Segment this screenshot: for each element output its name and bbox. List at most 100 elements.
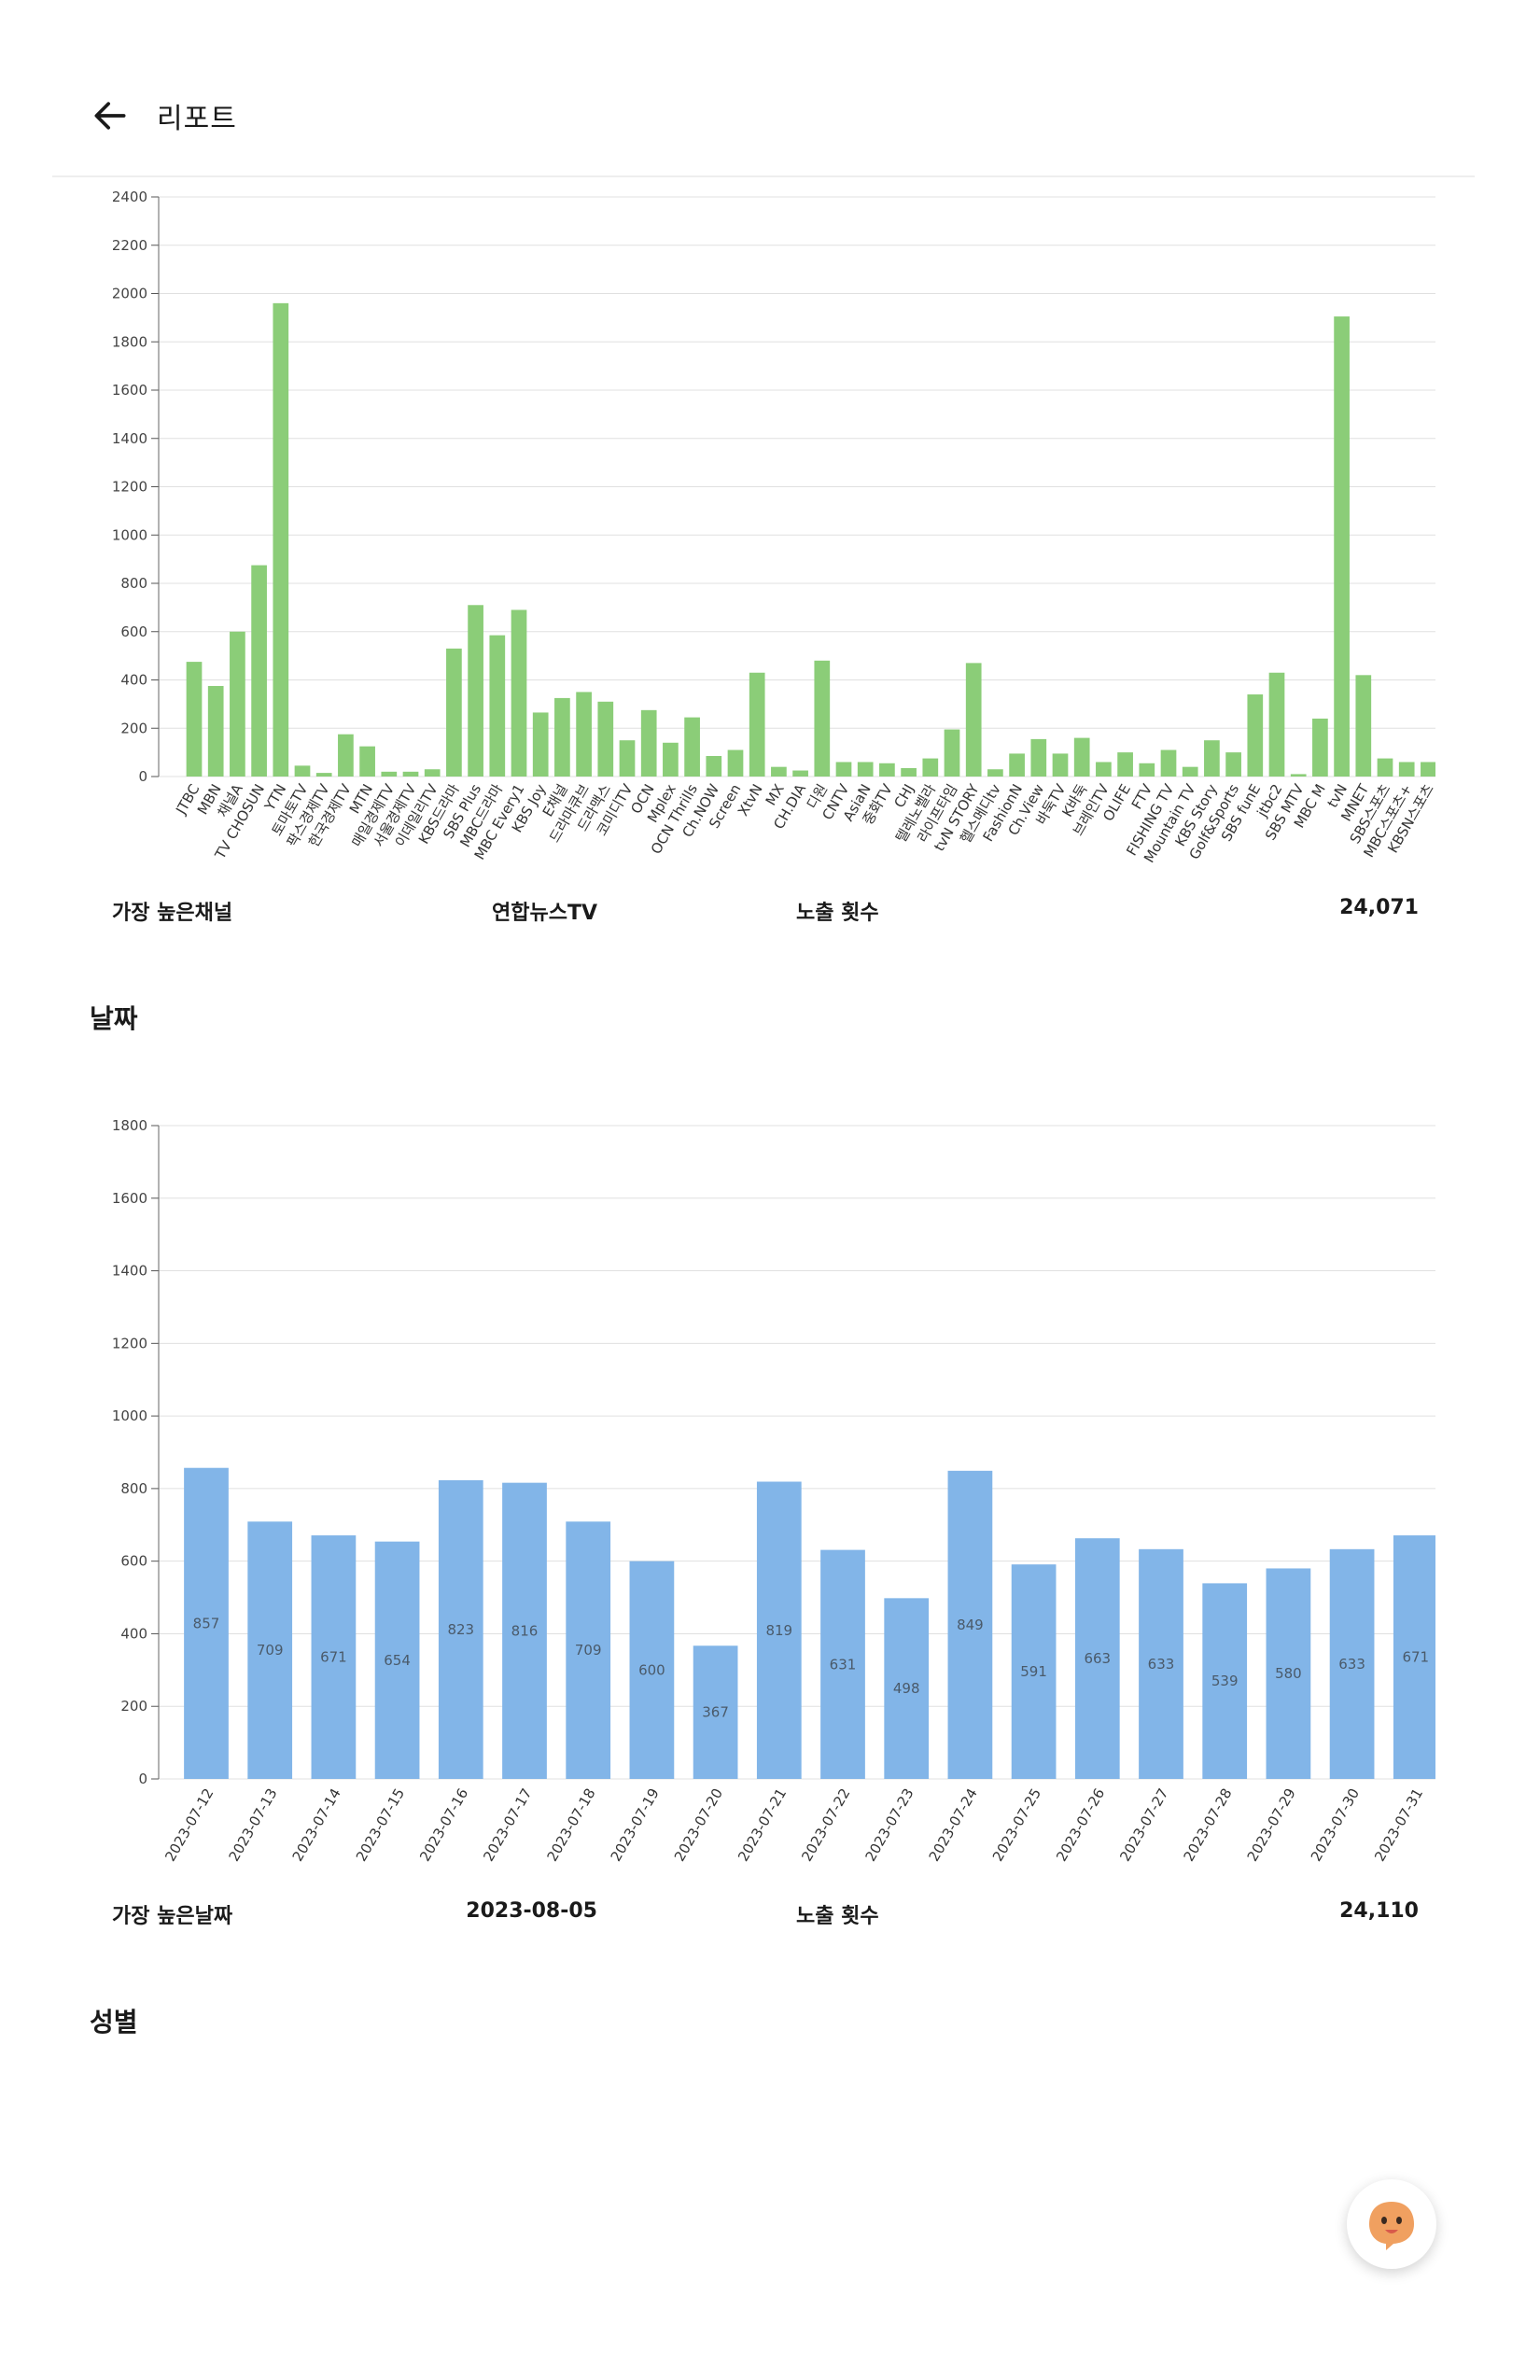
bar[interactable] bbox=[629, 1561, 675, 1779]
bar[interactable] bbox=[1334, 316, 1350, 777]
bar[interactable] bbox=[835, 762, 852, 777]
bar[interactable] bbox=[1204, 740, 1220, 777]
bar[interactable] bbox=[684, 717, 700, 777]
bar[interactable] bbox=[771, 766, 787, 777]
bar[interactable] bbox=[597, 701, 614, 777]
bar[interactable] bbox=[693, 1645, 738, 1779]
bar[interactable] bbox=[374, 1541, 420, 1779]
bar[interactable] bbox=[1139, 763, 1155, 777]
x-tick-label: 2023-07-26 bbox=[1053, 1785, 1108, 1865]
bar[interactable] bbox=[1074, 1538, 1120, 1779]
bar[interactable] bbox=[381, 771, 398, 777]
bar[interactable] bbox=[965, 663, 982, 777]
bar[interactable] bbox=[1329, 1548, 1375, 1779]
bar[interactable] bbox=[402, 771, 419, 777]
bar-value-label: 367 bbox=[702, 1704, 729, 1721]
bar[interactable] bbox=[879, 763, 895, 777]
bar[interactable] bbox=[922, 758, 939, 777]
bar[interactable] bbox=[792, 770, 808, 777]
bar[interactable] bbox=[273, 302, 289, 777]
bar[interactable] bbox=[820, 1549, 865, 1779]
bar[interactable] bbox=[1377, 758, 1393, 777]
bar[interactable] bbox=[1247, 694, 1264, 777]
app-header: 리포트 bbox=[52, 73, 1471, 161]
bar[interactable] bbox=[247, 1521, 293, 1779]
bar[interactable] bbox=[438, 1479, 483, 1779]
date-exposure-count-value: 24,110 bbox=[1339, 1899, 1419, 1923]
bar[interactable] bbox=[727, 749, 744, 777]
bar[interactable] bbox=[1009, 753, 1025, 777]
bar[interactable] bbox=[1160, 749, 1177, 777]
bar[interactable] bbox=[502, 1482, 547, 1779]
y-tick-label: 0 bbox=[138, 768, 147, 785]
y-tick-label: 400 bbox=[120, 672, 147, 689]
exposure-count-value: 24,071 bbox=[1339, 896, 1419, 919]
bar[interactable] bbox=[756, 1481, 802, 1780]
bar[interactable] bbox=[1355, 675, 1372, 777]
channel-summary: 가장 높은채널 연합뉴스TV 노출 횟수 24,071 bbox=[112, 896, 1419, 933]
bar[interactable] bbox=[1225, 752, 1241, 777]
y-tick-label: 600 bbox=[120, 623, 147, 640]
bar[interactable] bbox=[901, 767, 917, 777]
bar[interactable] bbox=[1073, 737, 1090, 777]
bar[interactable] bbox=[315, 773, 332, 777]
y-tick-label: 2200 bbox=[112, 237, 147, 254]
bar[interactable] bbox=[207, 685, 224, 777]
bar[interactable] bbox=[446, 648, 462, 777]
bar[interactable] bbox=[1266, 1568, 1311, 1779]
top-date-value: 2023-08-05 bbox=[466, 1899, 597, 1923]
chatbot-button[interactable] bbox=[1347, 2179, 1436, 2269]
bar[interactable] bbox=[511, 609, 527, 777]
bar[interactable] bbox=[706, 756, 722, 777]
x-tick-label: 2023-07-25 bbox=[989, 1785, 1044, 1865]
bar[interactable] bbox=[1052, 753, 1069, 777]
y-tick-label: 2000 bbox=[112, 286, 147, 302]
bar[interactable] bbox=[1030, 738, 1047, 777]
bar[interactable] bbox=[619, 740, 636, 777]
bar[interactable] bbox=[251, 565, 267, 777]
y-tick-label: 1800 bbox=[112, 333, 147, 350]
back-button[interactable] bbox=[90, 95, 142, 147]
bar[interactable] bbox=[489, 635, 506, 777]
bar[interactable] bbox=[554, 697, 570, 777]
bar[interactable] bbox=[749, 672, 765, 777]
bar[interactable] bbox=[1182, 766, 1198, 777]
bar[interactable] bbox=[1139, 1548, 1183, 1779]
bar-value-label: 823 bbox=[447, 1621, 474, 1638]
x-tick-label: 2023-07-18 bbox=[543, 1785, 598, 1865]
bar[interactable] bbox=[1290, 774, 1307, 777]
bar[interactable] bbox=[944, 729, 960, 777]
bar[interactable] bbox=[184, 1467, 229, 1779]
bar[interactable] bbox=[359, 746, 375, 777]
bar[interactable] bbox=[1398, 762, 1415, 777]
bar[interactable] bbox=[311, 1535, 357, 1779]
bar[interactable] bbox=[857, 762, 874, 777]
bar-value-label: 857 bbox=[193, 1615, 220, 1631]
bar[interactable] bbox=[1393, 1535, 1435, 1779]
bar[interactable] bbox=[338, 734, 354, 777]
bar[interactable] bbox=[186, 662, 203, 777]
bar[interactable] bbox=[230, 631, 245, 777]
bar[interactable] bbox=[468, 605, 483, 777]
bar-value-label: 633 bbox=[1148, 1656, 1175, 1673]
bar[interactable] bbox=[987, 769, 1003, 777]
bar-value-label: 654 bbox=[384, 1652, 411, 1669]
bar[interactable] bbox=[1312, 718, 1328, 777]
bar[interactable] bbox=[640, 709, 657, 777]
bar[interactable] bbox=[294, 765, 311, 777]
bar[interactable] bbox=[947, 1470, 993, 1779]
bar[interactable] bbox=[566, 1521, 611, 1779]
bar[interactable] bbox=[663, 742, 679, 777]
bar[interactable] bbox=[532, 712, 549, 777]
bar[interactable] bbox=[1117, 752, 1133, 777]
bar[interactable] bbox=[1011, 1564, 1057, 1779]
y-tick-label: 200 bbox=[120, 720, 147, 736]
bar[interactable] bbox=[576, 692, 592, 777]
bar[interactable] bbox=[814, 660, 831, 777]
bar[interactable] bbox=[424, 769, 441, 777]
bar[interactable] bbox=[1421, 762, 1435, 777]
bar[interactable] bbox=[1096, 762, 1112, 777]
bar[interactable] bbox=[1268, 672, 1285, 777]
bar[interactable] bbox=[884, 1598, 930, 1779]
bar[interactable] bbox=[1202, 1583, 1248, 1779]
